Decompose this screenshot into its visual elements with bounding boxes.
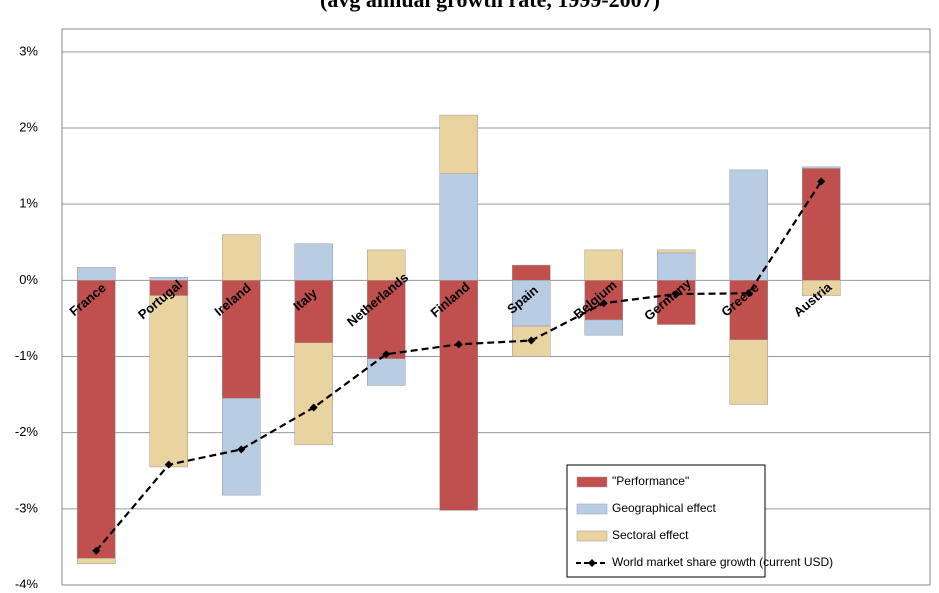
y-tick-label: 1% — [19, 196, 38, 211]
line-point — [672, 290, 681, 299]
bar — [512, 264, 551, 281]
bar — [294, 280, 333, 344]
legend-label: Geographical effect — [612, 501, 717, 515]
bar — [512, 280, 551, 327]
y-tick-label: -4% — [15, 576, 39, 588]
line-point — [382, 350, 391, 359]
bar — [222, 234, 261, 281]
bar — [367, 249, 406, 281]
y-tick-label: 3% — [19, 43, 38, 58]
y-tick-label: -3% — [15, 500, 39, 515]
line-point — [164, 460, 173, 469]
bar — [657, 249, 696, 254]
bar — [149, 295, 188, 468]
bar — [439, 173, 478, 281]
line-point — [527, 336, 536, 345]
legend-label: Sectoral effect — [612, 528, 689, 542]
bar — [222, 280, 261, 399]
bar — [657, 280, 696, 325]
y-tick-label: 2% — [19, 119, 38, 134]
bar — [439, 114, 478, 174]
legend-swatch — [588, 559, 596, 567]
bar — [584, 249, 623, 281]
y-tick-label: 0% — [19, 272, 38, 287]
line-point — [309, 403, 318, 412]
line-point — [92, 546, 101, 555]
bar — [657, 252, 696, 281]
legend: "Performance" Geographical effect Sectoral… — [576, 474, 833, 569]
chart-title: (avg annual growth rate, 1999-2007) — [320, 0, 660, 12]
line-point — [744, 289, 753, 298]
bar — [802, 280, 841, 296]
bar — [294, 342, 333, 446]
bars — [77, 114, 841, 564]
line-layer — [92, 177, 826, 555]
line-point — [599, 299, 608, 308]
bar — [294, 243, 333, 281]
line-point — [237, 445, 246, 454]
legend-label: "Performance" — [612, 474, 689, 488]
bar — [729, 169, 768, 281]
bar — [77, 280, 116, 559]
plot-frame — [61, 28, 931, 586]
bar — [802, 168, 841, 281]
legend-swatch — [576, 503, 608, 515]
grid — [62, 51, 930, 586]
line-point — [454, 340, 463, 349]
bar — [77, 558, 116, 564]
line-point — [817, 177, 826, 186]
bar — [367, 280, 406, 360]
bar — [729, 339, 768, 405]
bar — [439, 280, 478, 511]
bar — [149, 277, 188, 281]
y-tick-label: -1% — [15, 348, 39, 363]
bar — [584, 319, 623, 336]
legend-swatch — [576, 476, 608, 488]
legend-swatch — [576, 530, 608, 542]
legend-label: World market share growth (current USD) — [612, 555, 833, 569]
y-tick-label: -2% — [15, 424, 39, 439]
bar — [802, 166, 841, 169]
bar — [77, 267, 116, 281]
